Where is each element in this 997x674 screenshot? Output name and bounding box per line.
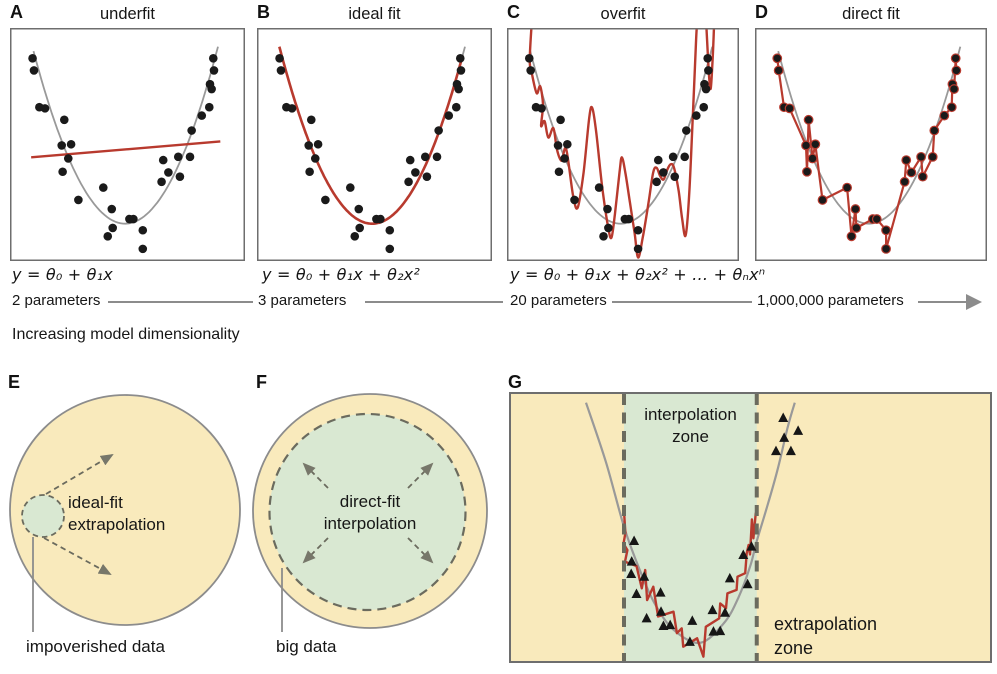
extrapolation-zone-label: extrapolation zone (774, 612, 877, 660)
plot-border (507, 28, 739, 261)
underfit-line (31, 140, 221, 159)
panel-b-title: ideal fit (348, 5, 401, 23)
panel-e-letter: E (8, 372, 21, 392)
ground-truth-curve (584, 402, 796, 645)
panel-d-title: direct fit (842, 5, 900, 23)
scatter-points (28, 53, 219, 254)
interpolation-zone-label: interpolation zone (624, 404, 757, 448)
panel-f-diagram (252, 393, 488, 632)
extrapolation-arrow-down-icon (43, 537, 112, 575)
plot-border (257, 28, 492, 261)
panel-a-letter: A (10, 2, 23, 22)
panel-a-param-count: 2 parameters (12, 292, 101, 309)
direct-fit-curve (622, 511, 757, 658)
direct-fit-interpolation-label-line2: interpolation (323, 514, 417, 533)
dimensionality-axis-segment-3 (612, 301, 752, 303)
scatter-points (275, 53, 466, 254)
panel-d-param-count: 1,000,000 parameters (757, 292, 904, 309)
plot-content (28, 46, 221, 254)
panel-d-directfit-plot (755, 28, 987, 261)
panel-a-title: underfit (99, 5, 156, 23)
scatter-points (772, 53, 962, 254)
panel-c-param-count: 20 parameters (510, 292, 607, 309)
big-data-callout: big data (276, 637, 337, 656)
plot-border (755, 28, 987, 261)
panel-c-title: overfit (600, 5, 646, 23)
dimensionality-axis-segment-4 (918, 301, 968, 303)
plot-content (524, 29, 716, 259)
dimensionality-axis-segment-2 (365, 301, 503, 303)
panel-c-letter: C (507, 2, 520, 22)
extrapolation-zone-label-line1: extrapolation (774, 614, 878, 634)
direct-fit-interpolation-label-line1: direct-fit (339, 492, 401, 511)
impoverished-data-region-circle (21, 494, 65, 538)
dimensionality-axis-arrowhead-icon (966, 294, 982, 310)
data-space-circle (9, 394, 241, 626)
extrapolation-zone-label-line2: zone (774, 638, 814, 658)
interpolation-zone-label-line1: interpolation (644, 405, 737, 424)
overfit-curve (528, 29, 698, 259)
panel-d-letter: D (755, 2, 768, 22)
dimensionality-caption: Increasing model dimensionality (12, 326, 240, 343)
direct-fit-interpolation-label: direct-fit interpolation (295, 491, 445, 535)
scatter-points (524, 53, 713, 254)
panel-b-letter: B (257, 2, 270, 22)
ground-truth-curve (32, 46, 219, 225)
plot-content (275, 46, 466, 254)
ideal-fit-extrapolation-label-line2: extrapolation (68, 515, 166, 534)
impoverished-data-callout: impoverished data (26, 637, 165, 656)
panel-c-overfit-plot (507, 28, 739, 261)
panel-b-formula: y = θ₀ + θ₁x + θ₂x² (262, 265, 420, 284)
panel-b-param-count: 3 parameters (258, 292, 347, 309)
ideal-fit-extrapolation-label: ideal-fit extrapolation (68, 492, 165, 536)
plot-border (10, 28, 245, 261)
ideal-fit-curve (278, 46, 464, 226)
panel-f-letter: F (256, 372, 267, 392)
panel-e-diagram (9, 394, 241, 632)
panel-c-formula: y = θ₀ + θ₁x + θ₂x² + … + θₙxⁿ (510, 265, 766, 284)
panel-a-underfit-plot (10, 28, 245, 261)
plot-border (509, 392, 992, 663)
ideal-fit-extrapolation-label-line1: ideal-fit (68, 493, 123, 512)
interpolation-zone-label-line2: zone (672, 427, 709, 446)
panel-b-idealfit-plot (257, 28, 492, 261)
ground-truth-curve (529, 46, 714, 225)
data-triangles (626, 412, 804, 646)
plot-content (772, 46, 962, 254)
panel-g-letter: G (508, 372, 523, 392)
panel-g-zones-plot (509, 392, 992, 663)
extrapolation-arrow-up-icon (45, 453, 114, 495)
panel-a-formula: y = θ₀ + θ₁x (12, 265, 113, 284)
big-data-region-circle (268, 412, 467, 612)
dimensionality-axis-segment-1 (108, 301, 253, 303)
